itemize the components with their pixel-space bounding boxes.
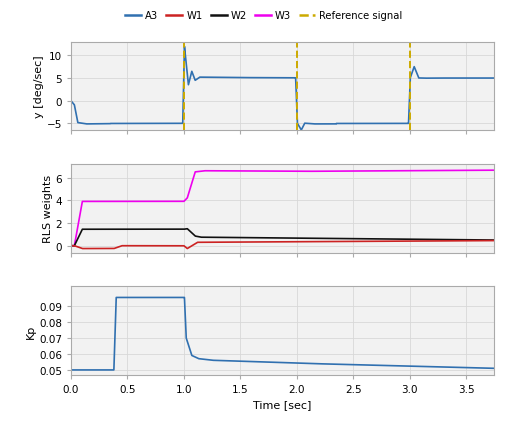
Y-axis label: RLS weights: RLS weights xyxy=(43,175,53,243)
Y-axis label: Kp: Kp xyxy=(26,324,36,338)
X-axis label: Time [sec]: Time [sec] xyxy=(254,400,312,409)
Y-axis label: y [deg/sec]: y [deg/sec] xyxy=(34,55,44,118)
Legend: A3, W1, W2, W3, Reference signal: A3, W1, W2, W3, Reference signal xyxy=(121,7,406,25)
